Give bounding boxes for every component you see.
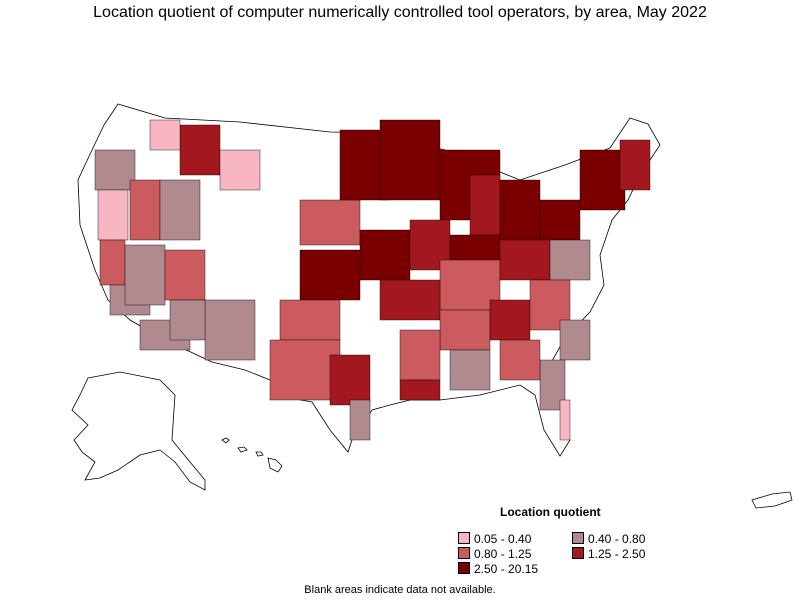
map-region [279,299,341,341]
map-region [469,174,501,236]
map-region [219,149,261,191]
map-region [499,179,541,241]
map-region [559,319,591,361]
map-region [179,124,221,176]
map-region [379,279,441,321]
legend-swatch [458,532,470,544]
hawaii-islands [221,437,283,473]
map-region [299,199,361,246]
alaska-outline [71,371,206,491]
legend-label: 0.80 - 1.25 [474,547,532,561]
legend-swatch [572,532,584,544]
map-region [169,299,206,341]
map-region [204,299,256,361]
map-regions [94,119,651,441]
map-region [149,119,181,151]
map-region [379,119,441,201]
map-region [329,354,371,406]
legend-label: 0.05 - 0.40 [474,532,532,546]
map-region [499,339,541,381]
map-region [99,239,126,286]
map-region [489,299,531,341]
legend-item: 0.80 - 1.25 [458,547,531,561]
map-region [539,199,581,241]
map-region [124,244,166,306]
map-region [94,149,136,191]
legend-item: 2.50 - 20.15 [458,562,538,576]
map-region [164,249,206,301]
map-region [619,139,651,191]
map-region [399,329,441,381]
map-region [129,179,161,241]
legend-swatch [458,547,470,559]
map-region [499,239,551,281]
legend-swatch [572,547,584,559]
map-region [359,229,411,281]
legend-item: 0.05 - 0.40 [458,532,531,546]
legend-item: 1.25 - 2.50 [572,547,645,561]
map-region [159,179,201,241]
legend-label: 1.25 - 2.50 [588,547,646,561]
map-region [349,399,371,441]
map-region [449,349,491,391]
map-title: Location quotient of computer numericall… [93,4,707,21]
legend-swatch [458,562,470,574]
map-region [559,399,571,441]
data-note: Blank areas indicate data not available. [304,584,496,596]
map-region [299,249,361,301]
legend-label: 2.50 - 20.15 [474,562,539,576]
legend-item: 0.40 - 0.80 [572,532,645,546]
map-region [579,149,626,211]
legend-label: 0.40 - 0.80 [588,532,646,546]
map-region [439,309,491,351]
map-region [549,239,591,281]
map-region [399,379,441,401]
map-region [269,339,341,401]
puerto-rico-outline [751,491,793,509]
map-region [97,189,129,241]
legend-title: Location quotient [500,505,601,519]
